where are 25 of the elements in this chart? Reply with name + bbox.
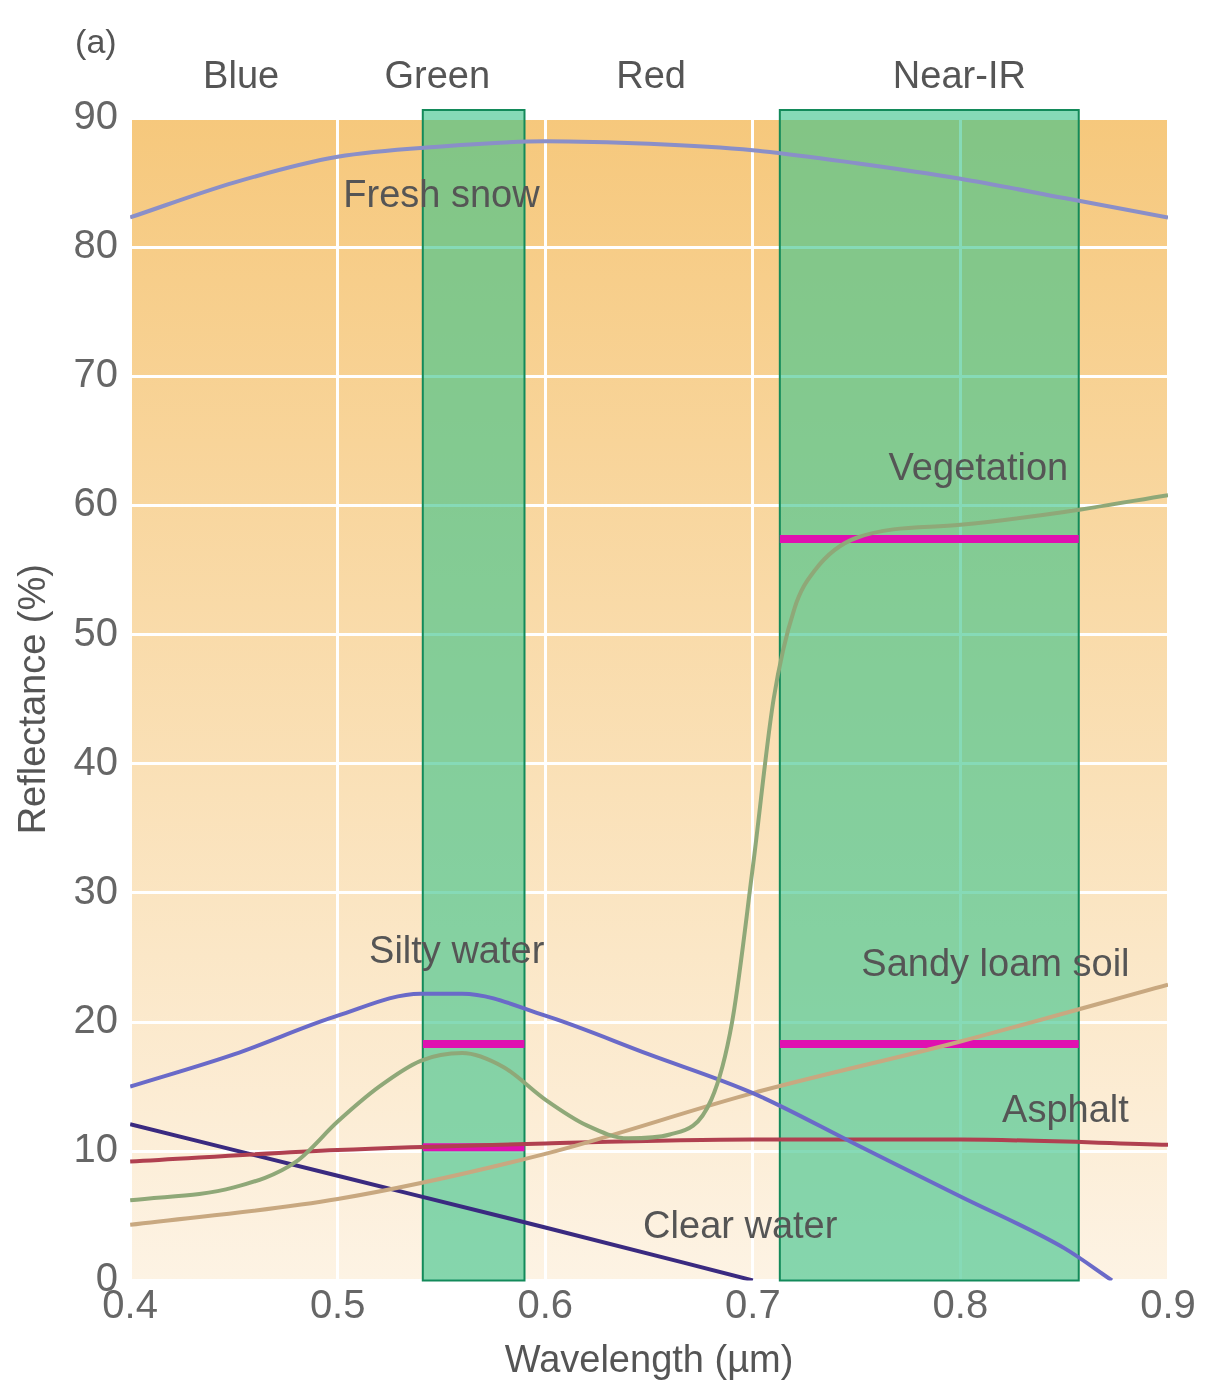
x-axis-title: Wavelength (µm) [504,1337,794,1380]
y-tick-label: 30 [73,867,119,912]
text: Near-IR [892,54,1026,97]
line-series [130,139,1168,220]
line-series [130,1137,1168,1164]
y-tick-label: 90 [73,93,119,138]
y-tick-label: 10 [73,1126,119,1171]
y-tick-label: 20 [73,997,119,1042]
y-tick-label: 60 [73,480,119,525]
x-tick-label: 0.7 [725,1282,781,1327]
text: (a) [75,22,117,61]
y-axis-title: Reflectance (%) [11,564,54,835]
x-tick-label: 0.8 [932,1282,989,1327]
x-tick-label: 0.9 [1140,1282,1196,1327]
y-tick-label: 50 [73,609,119,654]
x-tick-label: 0.5 [309,1282,366,1327]
x-tick-label: 0.6 [517,1282,574,1327]
text: Red [616,54,686,97]
y-tick-label: 70 [73,351,119,396]
text: Blue [203,54,280,97]
y-tick-label: 80 [73,222,119,267]
line-series [130,493,1168,1203]
y-tick-label: 40 [73,738,119,783]
series-label: Vegetation [888,446,1069,489]
text: Green [384,54,491,97]
